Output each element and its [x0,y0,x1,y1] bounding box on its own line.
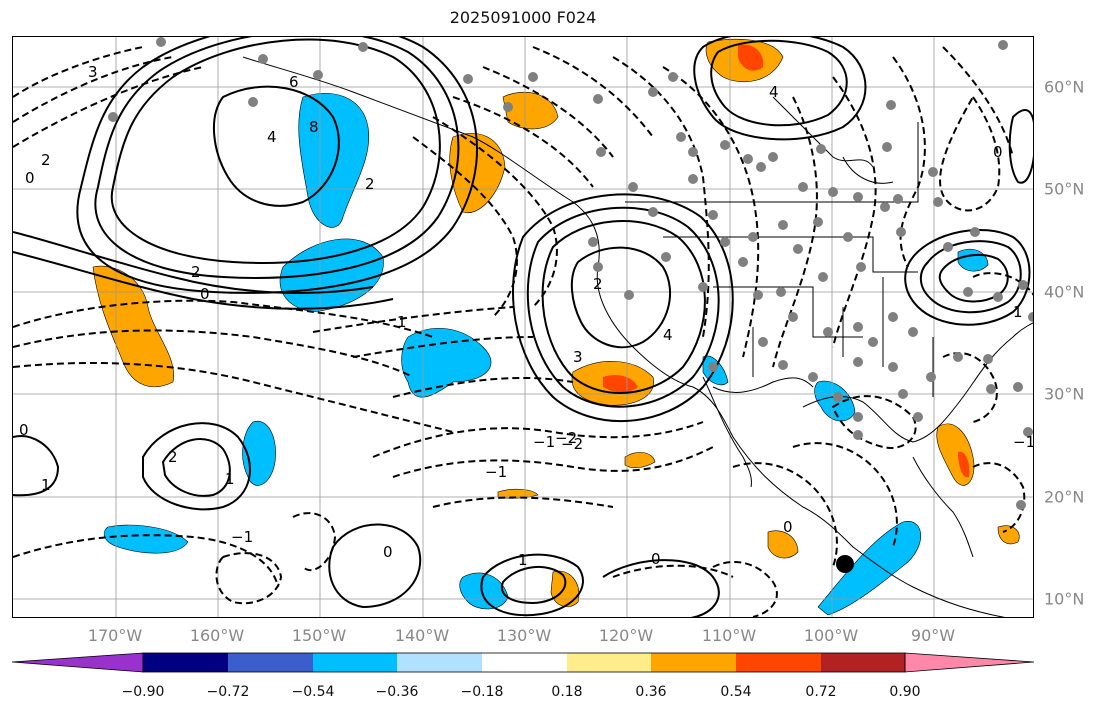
blue-region-alaska [298,93,370,228]
colorbar-tick: −0.18 [460,684,504,700]
colorbar-segment [567,653,651,672]
contour-label: −1 [1013,433,1034,451]
contour-label: 1 [225,470,235,488]
colorbar-high-extend [904,652,1035,673]
contour-label: 1 [1013,303,1023,321]
lat-label: 40°N [1044,282,1085,302]
colorbar-tick: −0.36 [375,684,419,700]
colorbar-segment [397,653,482,672]
colorbar-tick: −0.54 [291,684,335,700]
lat-label: 60°N [1044,77,1085,97]
contour-label: 1 [41,476,51,494]
colorbar-segment [228,653,313,672]
colorbar-tick: 0.72 [805,684,837,700]
contour-label: 4 [769,83,779,101]
colorbar [11,652,1035,673]
lat-label: 10°N [1044,589,1085,609]
contour-label: −1 [533,433,555,451]
contour-label: 2 [168,448,178,466]
colorbar-tick: −0.90 [121,684,165,700]
contour-label: 0 [993,143,1003,161]
contour-label: 2 [191,263,201,281]
blue-region-greatlakes [957,248,989,272]
contour-label: 1 [518,551,528,569]
blue-region-gulf [814,380,856,422]
station-dots [108,37,1033,510]
colorbar-segment [736,653,821,672]
contour-label: 3 [573,348,583,366]
contour-label: 2 [593,275,603,293]
colorbar-tick: 0.90 [889,684,921,700]
dashed-contours [13,46,1033,617]
chart-title: 2025091000 F024 [449,8,597,27]
colorbar-tick: 0.36 [635,684,667,700]
colorbar-low-extend [11,652,144,673]
contour-label: −2 [561,435,583,453]
orange-region-ak [502,91,559,130]
contour-label: 0 [19,421,29,439]
orange-region-pac1 [767,530,799,559]
lat-label: 20°N [1044,487,1085,507]
contour-label: 0 [200,285,210,303]
lon-label: 160°W [189,626,245,645]
blue-region-sw [103,524,189,554]
contour-label: 2 [365,175,375,193]
contour-label: 0 [783,518,793,536]
orange-region-east [997,525,1020,545]
contour-label: 3 [88,63,98,81]
coastlines [242,56,1033,617]
marker-point [836,555,854,573]
lat-label: 30°N [1044,384,1085,404]
contour-label: −1 [231,528,253,546]
colorbar-segment [313,653,397,672]
colorbar-tick: 0.54 [720,684,752,700]
contour-labels: 6 4 3 2 1 0 −1 −2 8 2 4 3 2 1 0 −2 −1 0 … [19,63,1034,569]
colorbar-segment [821,653,905,672]
red-region-mexico [958,451,970,478]
blue-region-central-am [817,521,922,616]
contour-label: −1 [485,463,507,481]
contour-label: 6 [289,73,299,91]
lat-label: 50°N [1044,179,1085,199]
colorbar-segment [651,653,736,672]
lon-label: 90°W [910,626,956,645]
contour-label: 4 [267,128,277,146]
lon-label: 100°W [803,626,859,645]
forecast-map: 6 4 3 2 1 0 −1 −2 8 2 4 3 2 1 0 −2 −1 0 … [12,36,1034,618]
red-region-canada [738,44,764,71]
blue-region-south [459,572,509,610]
colorbar-tick: −0.72 [206,684,250,700]
contour-label: 1 [397,313,407,331]
lon-label: 150°W [291,626,347,645]
colorbar-segment [482,653,567,672]
red-region-socal [603,375,638,393]
contour-label: −2 [555,429,577,447]
contour-label: 0 [25,169,35,187]
colorbar-tick: 0.18 [551,684,583,700]
contour-label: 2 [41,151,51,169]
contour-label: 0 [651,550,661,568]
colorbar-segment [143,653,228,672]
lon-label: 110°W [701,626,757,645]
orange-region-gulfak [449,133,506,214]
lon-label: 120°W [598,626,654,645]
orange-region-pac4 [624,452,656,468]
orange-region-pac2 [550,570,580,607]
contour-label: 4 [663,326,673,344]
lon-label: 140°W [394,626,450,645]
lon-label: 130°W [496,626,552,645]
solid-contours [13,37,1033,617]
contour-label: 8 [309,118,319,136]
contour-label: 0 [383,543,393,561]
lon-label: 170°W [87,626,143,645]
